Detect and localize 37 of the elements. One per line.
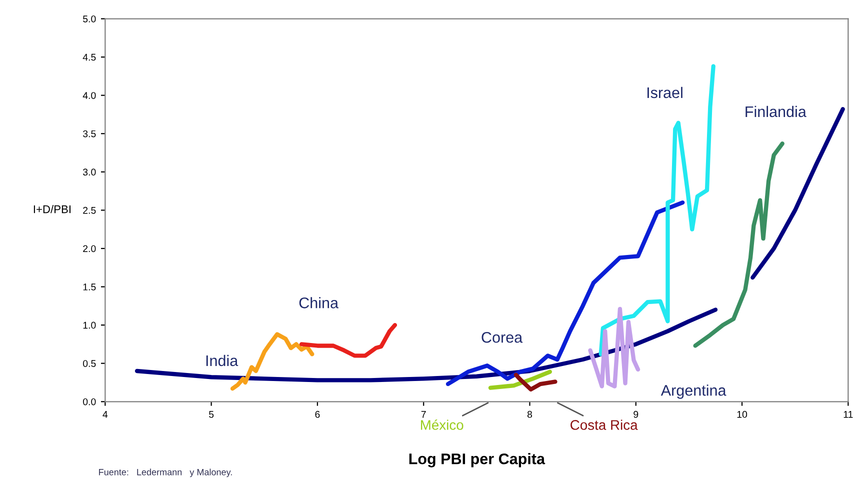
y-tick-label: 2.5 [83,206,96,214]
y-tick-label: 4.5 [82,54,96,61]
series-label: India [206,354,238,366]
y-tick-label: 0.0 [83,398,96,406]
y-tick-label: 4.0 [82,92,96,99]
line-series [514,372,558,392]
y-tick-label: 3.0 [82,168,96,176]
x-tick-label: 10 [737,410,748,418]
y-tick-label: 1.0 [83,322,96,329]
series-label: Israel [647,86,682,98]
x-tick-label: 6 [315,410,320,418]
x-tick-label: 5 [208,411,214,418]
line-series [588,306,640,388]
line-series [488,370,552,390]
series-label: Argentina [660,384,726,399]
line-series [693,141,784,348]
y-tick-label: 2.0 [83,245,96,252]
text: Costa Rica [570,420,638,430]
line-series [446,200,685,386]
source-note: Fuente: Ledermann y Maloney. [99,468,232,478]
x-tick-label: 7 [421,411,426,418]
x-tick-label: 4 [102,411,108,418]
text: China [299,297,339,308]
line-series [299,322,398,358]
x-axis-title: Log PBI per Capita [409,453,546,468]
x-tick-label: 8 [527,410,532,418]
x-tick-label: 11 [844,411,853,418]
line-series [598,64,716,356]
y-axis-title: I+D/PBI [34,205,70,214]
text: Finlandia [746,106,806,118]
y-tick-label: 1.5 [83,284,96,290]
y-tick-label: 3.5 [82,130,96,138]
y-tick-label: 0.5 [83,360,96,367]
text: México [420,420,464,430]
series-label: Corea [482,332,523,343]
y-tick-label: 5.0 [83,15,96,22]
x-tick-label: 9 [634,410,638,418]
